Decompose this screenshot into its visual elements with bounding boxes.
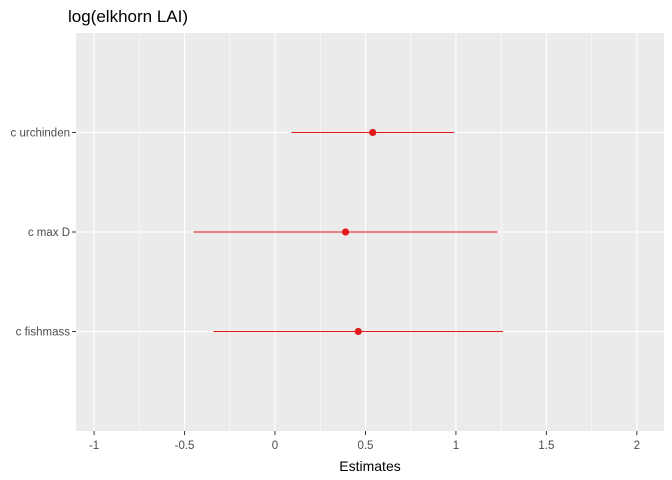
x-tick-label: 2 <box>634 440 640 452</box>
x-axis-title: Estimates <box>339 458 400 474</box>
x-axis: -1 -0.5 0 0.5 1 1.5 2 <box>89 431 640 452</box>
point-estimate <box>354 327 362 336</box>
x-tick-label: 0 <box>272 440 278 452</box>
point-estimate <box>341 228 350 236</box>
y-tick-label: c max D <box>28 227 70 239</box>
chart-title: log(elkhorn LAI) <box>68 7 188 26</box>
x-tick-label: 0.5 <box>357 440 373 452</box>
y-tick-label: c fishmass <box>16 327 71 339</box>
x-tick-label: 1.5 <box>538 440 554 452</box>
y-axis: c fishmass c max D c urchinden <box>11 128 76 339</box>
estimate-marks <box>193 128 503 336</box>
y-tick-label: c urchinden <box>11 128 70 140</box>
x-tick-label: -0.5 <box>175 440 195 452</box>
x-tick-label: 1 <box>453 440 459 452</box>
point-estimate <box>369 128 377 137</box>
x-tick-label: -1 <box>89 440 99 452</box>
